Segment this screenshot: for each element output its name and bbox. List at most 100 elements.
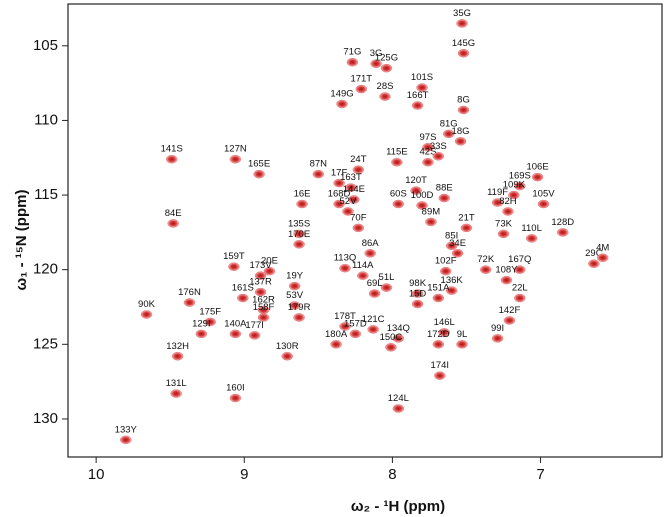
peak [508,190,520,200]
peak-label: 101S [411,72,433,83]
y-tick-label: 115 [34,186,58,203]
peak-label: 109K [503,180,526,191]
peak-label: 115E [386,147,407,158]
peak [293,229,305,239]
peak-label: 20E [261,256,278,267]
peak [456,19,468,28]
peak-label: 81G [440,118,458,129]
peak [434,371,446,380]
peak [380,283,393,292]
peak [281,352,293,361]
peak-label: 132H [166,341,189,352]
peak [248,331,261,340]
peak [537,199,550,209]
peak-label: 8G [457,94,470,105]
peak-label: 15D [409,289,427,300]
peak-label: 24T [350,154,367,165]
peak-label: 140A [224,318,247,329]
peak [346,57,359,67]
peak [293,313,305,322]
peak-label: 167Q [508,254,531,265]
peak [229,393,242,403]
peak-label: 106E [526,162,548,173]
peak-label: 172D [427,329,450,340]
peak [385,343,397,352]
peak-label: 19Y [286,271,304,282]
peak [263,266,276,276]
peak [445,241,458,251]
peak-label: 16E [294,189,311,200]
x-tick-label: 10 [88,466,105,483]
peak-label: 146L [434,317,455,328]
peak [557,228,569,237]
peak-label: 171T [350,74,372,85]
peak-label: 21T [458,212,475,223]
peak-label: 166T [407,90,429,101]
peak-label: 119F [487,187,508,198]
peak-label: 150C [380,332,403,343]
peak [288,301,301,310]
peak-label: 73K [495,218,513,229]
peak [392,404,405,413]
peak [348,195,360,204]
peak-label: 51L [379,272,395,283]
peak-label: 29C [585,248,603,259]
peak [392,334,405,343]
peak-label: 17F [331,168,348,179]
peak [140,310,153,319]
peak-label: 4M [596,242,609,253]
peak [333,178,345,188]
peak-label: 89M [422,206,441,217]
peak-label: 3G [370,48,383,59]
x-tick-label: 7 [536,466,544,483]
peak [379,92,391,101]
peak [438,193,450,203]
peak-label: 98K [409,278,427,289]
peak-label: 120T [405,175,427,186]
peak [479,265,492,274]
x-tick-label: 9 [240,466,248,483]
peak [422,157,434,167]
peak-label: 110L [521,223,541,234]
peak [457,105,470,115]
x-tick-label: 8 [388,466,396,483]
peak-label: 160I [226,383,245,394]
peak-label: 173V [249,260,272,271]
peak [410,186,422,195]
peak-label: 175F [199,306,221,317]
peak-label: 127N [224,144,247,155]
peak [425,217,437,227]
peak [333,199,345,209]
peak [514,181,526,191]
peak [391,157,403,167]
peak-label: 128D [551,217,574,228]
peak-label: 135S [288,218,310,229]
peak-label: 162R [252,294,275,305]
peak [183,298,196,307]
peak-label: 34E [449,238,466,249]
peak [411,289,424,298]
peak-label: 88E [436,183,453,194]
peak [457,49,470,58]
peak [254,287,267,297]
peak [502,207,514,216]
peak-label: 60S [390,189,407,200]
peak [165,154,178,164]
peak [312,169,325,179]
peak-label: 9L [457,329,468,340]
peak [368,289,381,298]
peak [439,266,452,276]
peak-label: 35G [453,8,471,19]
peak-label: 136K [441,275,464,286]
peak [445,286,458,295]
peak-label: 87N [310,159,328,170]
peak [171,352,184,361]
peak-label: 102F [435,256,457,267]
peak [170,389,182,398]
peak [336,99,348,109]
peak-label: 108Y [495,265,518,276]
peak-label: 90K [138,299,156,310]
peak-label: 178T [334,311,356,322]
peak-label: 105V [532,189,555,200]
